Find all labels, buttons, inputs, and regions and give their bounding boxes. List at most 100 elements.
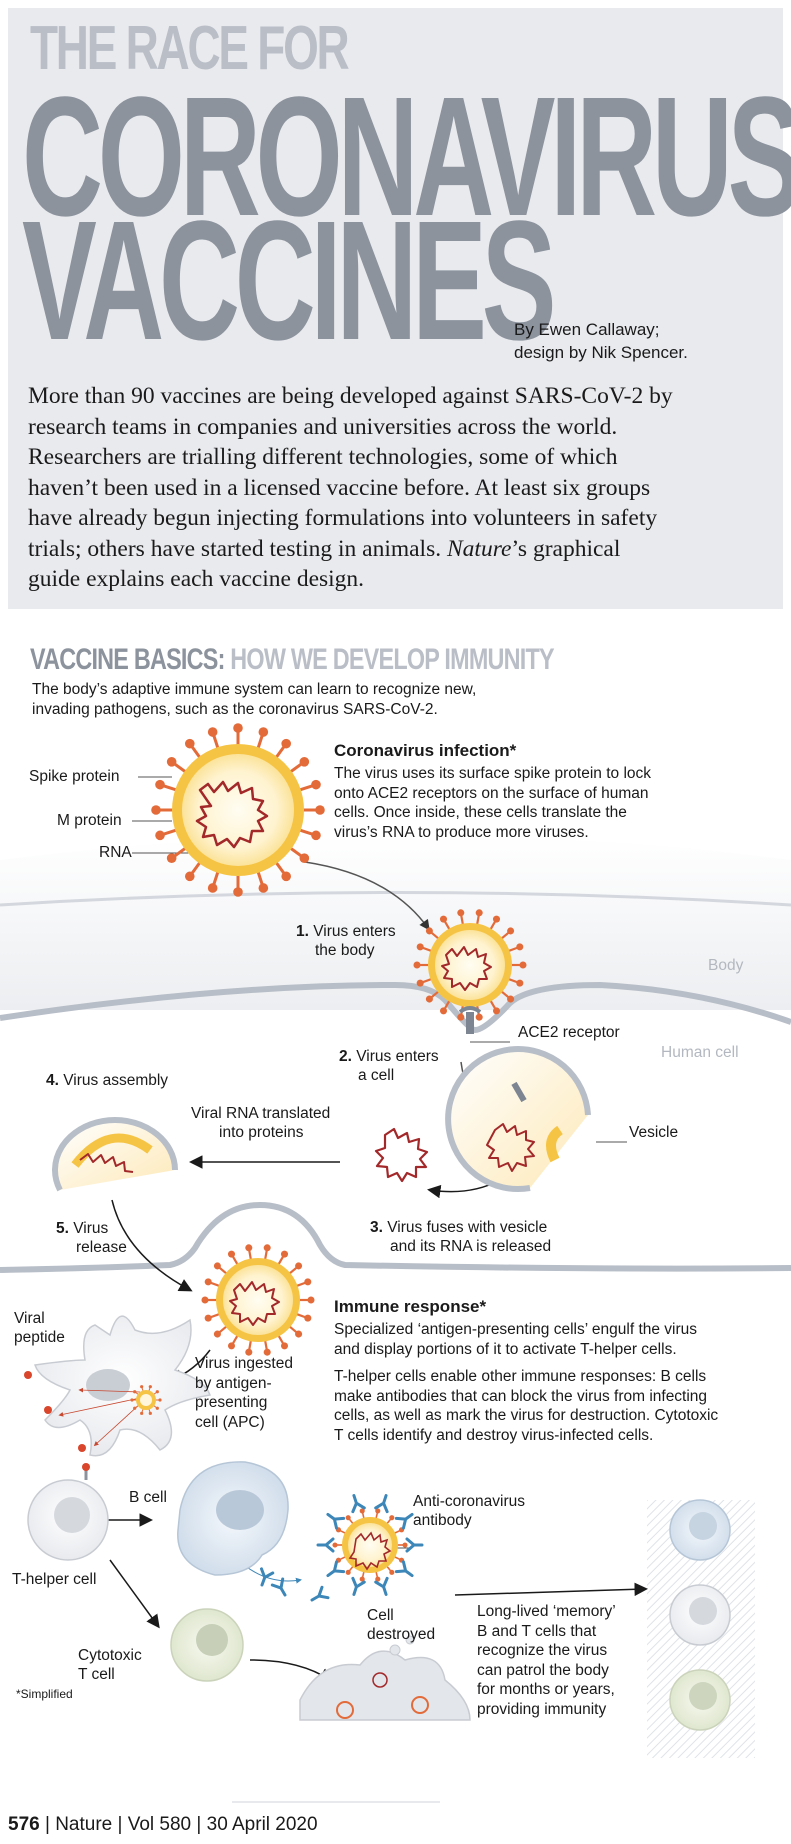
main-title-line-2: VACCINES xyxy=(22,186,557,376)
memory-line: Long-lived ‘memory’ xyxy=(477,1603,616,1620)
spike-head xyxy=(204,1314,212,1322)
spike-head xyxy=(332,1542,338,1548)
immune-heading: Immune response* xyxy=(334,1297,487,1316)
volume: Vol 580 xyxy=(127,1814,192,1835)
spike-head xyxy=(416,979,424,987)
infection-line: The virus uses its surface spike protein… xyxy=(334,765,652,782)
peptide-path xyxy=(78,1387,141,1393)
t-helper-label: T-helper cell xyxy=(12,1571,97,1588)
spike-head xyxy=(516,979,524,987)
antibody xyxy=(374,1494,389,1514)
arrow-virus-release xyxy=(111,1199,193,1292)
spike-head xyxy=(315,805,325,815)
destroyed-cell xyxy=(299,1635,471,1721)
spike-head xyxy=(345,1515,351,1521)
ingested-line: Virus ingested xyxy=(195,1355,293,1372)
step-1-label: 1. Virus enters xyxy=(296,922,396,941)
spike-proteins xyxy=(201,1244,315,1356)
spike-head xyxy=(258,727,269,737)
antibody xyxy=(394,1560,414,1578)
memory-line: providing immunity xyxy=(477,1700,607,1718)
cell-destroyed-label-2: destroyed xyxy=(367,1626,436,1643)
spike-proteins xyxy=(151,723,325,897)
arrow-to-cytotoxic xyxy=(109,1559,160,1629)
step-text: Virus fuses with vesicle xyxy=(387,1219,548,1236)
memory-line: for months or years, xyxy=(477,1681,615,1698)
subtitle-line: invading pathogens, such as the coronavi… xyxy=(32,701,438,718)
ace2-receptor-head xyxy=(458,1006,482,1014)
antibody-shape xyxy=(326,1512,346,1530)
virus-core xyxy=(140,1394,152,1406)
b-cell-label: B cell xyxy=(129,1489,167,1506)
antibody xyxy=(310,1585,330,1602)
intro-line: Researchers are trialling different tech… xyxy=(28,444,618,470)
membrane-gap xyxy=(0,1275,791,1300)
section-subtitle: The body’s adaptive immune system can le… xyxy=(32,680,552,720)
label-rna: RNA xyxy=(99,844,132,861)
memory-c-nucleus xyxy=(689,1682,717,1710)
vesicle xyxy=(445,1046,591,1192)
label-spike-protein: Spike protein xyxy=(29,768,120,785)
spike-head xyxy=(304,1314,312,1322)
cytotoxic-nucleus xyxy=(196,1624,228,1656)
spike-head xyxy=(233,887,243,897)
intro-paragraph: More than 90 vaccines are being develope… xyxy=(28,381,773,595)
spike-head xyxy=(166,757,177,767)
infection-line: cells. Once inside, these cells translat… xyxy=(334,804,627,821)
intro-text: trials; others have started testing in a… xyxy=(28,535,447,562)
spike-head xyxy=(227,1250,236,1258)
memory-line: can patrol the body xyxy=(477,1661,609,1679)
antibody-shape xyxy=(374,1576,389,1596)
antibody xyxy=(405,1537,424,1553)
assembly-membrane xyxy=(52,1117,178,1192)
ingested-line: by antigen- xyxy=(195,1374,272,1392)
viral-peptide-dot xyxy=(44,1406,52,1414)
immune-line: and display portions of it to activate T… xyxy=(334,1340,677,1358)
spike-head xyxy=(151,805,161,815)
page-footer: 576 | Nature | Vol 580 | 30 April 2020 xyxy=(8,1814,318,1836)
released-rna xyxy=(486,1123,535,1172)
peptide-path xyxy=(93,1403,141,1447)
assembly-envelope xyxy=(71,1133,153,1168)
antibody-label: Anti-coronavirus xyxy=(413,1493,525,1510)
spike-head xyxy=(140,1411,144,1415)
spike-head xyxy=(245,1348,253,1356)
spike-head xyxy=(155,779,165,790)
spike-head xyxy=(185,738,195,749)
spike-head xyxy=(233,723,243,733)
spike-head xyxy=(133,1406,137,1410)
page-number: 576 xyxy=(8,1814,40,1835)
antibody xyxy=(316,1537,335,1553)
viral-rna xyxy=(195,780,269,849)
spike-head xyxy=(258,883,269,893)
immune-line: cells, as well as mark the virus for des… xyxy=(334,1407,719,1424)
arrow-virus-to-body xyxy=(304,861,430,931)
antigen-presenting-cell xyxy=(24,1315,211,1457)
b-cell xyxy=(177,1461,289,1576)
ingested-label: Virus ingested by antigen- presenting ce… xyxy=(195,1354,293,1432)
immune-line: Specialized ‘antigen-presenting cells’ e… xyxy=(334,1321,698,1338)
step-number: 1. xyxy=(296,923,309,940)
vesicle-membrane xyxy=(445,1046,591,1192)
coronavirus-entering-body xyxy=(413,909,527,1021)
antibody xyxy=(270,1577,287,1597)
cytotoxic-t-cell xyxy=(170,1608,244,1682)
antibody-shape xyxy=(316,1537,335,1553)
intro-italic: Nature xyxy=(446,535,512,562)
free-antibodies xyxy=(259,1567,330,1602)
antibody xyxy=(394,1512,414,1530)
spike-head xyxy=(213,1330,221,1338)
spike-head xyxy=(295,1330,303,1338)
simplified-note: *Simplified xyxy=(16,1687,73,1701)
spike-head xyxy=(507,995,515,1003)
step-5-label-2: release xyxy=(76,1239,127,1256)
step-number: 3. xyxy=(370,1219,383,1236)
virus-core xyxy=(348,1523,392,1567)
coronavirus-main xyxy=(151,723,325,897)
t-helper-cell xyxy=(27,1463,109,1561)
memory-b-cell xyxy=(669,1499,731,1561)
viral-rna-free xyxy=(374,1127,429,1183)
spike-head xyxy=(299,757,310,767)
spike-head xyxy=(516,943,524,951)
intro-line: guide explains each vaccine design. xyxy=(28,566,365,592)
